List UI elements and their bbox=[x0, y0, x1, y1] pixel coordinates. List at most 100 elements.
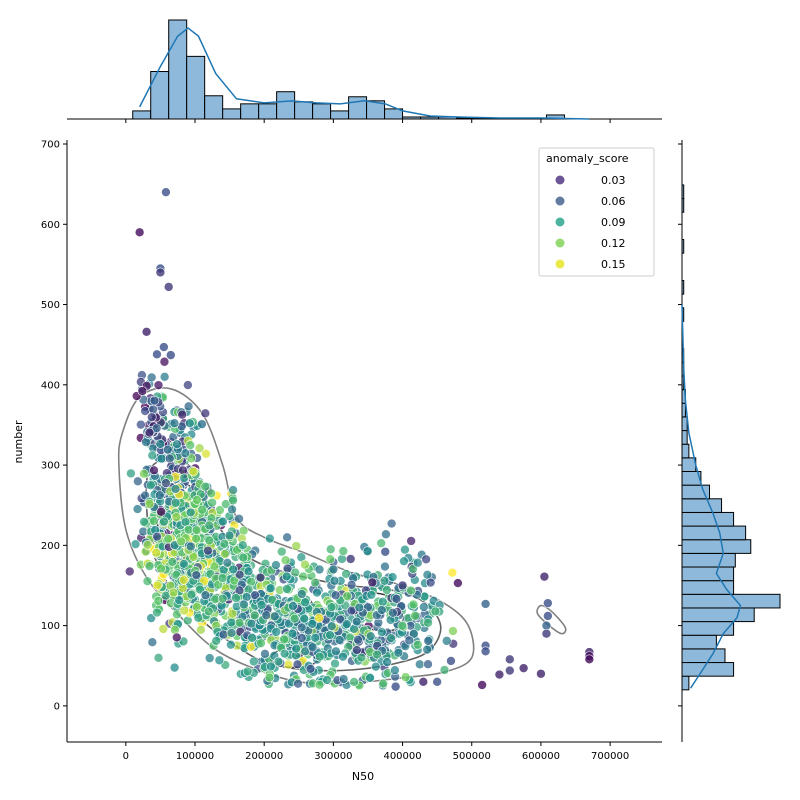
x-tick-label: 600000 bbox=[522, 751, 560, 762]
scatter-point bbox=[246, 618, 257, 629]
scatter-point bbox=[300, 559, 310, 570]
scatter-point bbox=[234, 513, 244, 524]
scatter-point bbox=[159, 372, 170, 382]
scatter-point bbox=[165, 350, 176, 360]
scatter-point bbox=[256, 638, 266, 648]
scatter-point bbox=[200, 408, 211, 419]
scatter-point bbox=[146, 412, 157, 422]
scatter-point bbox=[260, 649, 270, 659]
scatter-point bbox=[179, 605, 189, 616]
scatter-point bbox=[310, 577, 320, 588]
scatter-point bbox=[310, 633, 321, 643]
scatter-point bbox=[193, 612, 204, 623]
scatter-point bbox=[378, 678, 389, 689]
scatter-point bbox=[130, 539, 141, 549]
x-histogram-bar bbox=[312, 103, 332, 120]
x-histogram-bar bbox=[348, 96, 368, 120]
scatter-point bbox=[153, 596, 164, 606]
scatter-point bbox=[152, 349, 162, 360]
x-tick-label: 500000 bbox=[453, 751, 491, 762]
legend-marker bbox=[555, 196, 565, 206]
scatter-point bbox=[164, 453, 175, 464]
scatter-point bbox=[141, 327, 152, 337]
x-histogram-bar bbox=[186, 55, 206, 120]
scatter-point bbox=[504, 665, 515, 676]
scatter-point bbox=[162, 444, 173, 455]
scatter-point bbox=[290, 567, 301, 578]
scatter-point bbox=[380, 561, 390, 572]
scatter-point bbox=[379, 575, 390, 586]
scatter-point bbox=[183, 524, 194, 535]
y-histogram-bar bbox=[681, 457, 697, 473]
scatter-point bbox=[342, 591, 353, 601]
y-tick-label: 700 bbox=[41, 140, 60, 151]
scatter-point bbox=[139, 517, 149, 527]
y-tick-label: 400 bbox=[41, 380, 60, 391]
scatter-point bbox=[425, 577, 436, 588]
scatter-point bbox=[307, 619, 318, 629]
scatter-point bbox=[218, 516, 228, 527]
scatter-point bbox=[331, 646, 341, 657]
scatter-point bbox=[151, 547, 162, 558]
legend-title: anomaly_score bbox=[546, 152, 629, 165]
y-histogram-bar bbox=[681, 184, 685, 200]
scatter-point bbox=[172, 632, 182, 643]
scatter-point bbox=[447, 567, 458, 578]
scatter-point bbox=[132, 504, 143, 514]
scatter-point bbox=[365, 673, 375, 683]
scatter-point bbox=[352, 645, 362, 655]
scatter-point bbox=[494, 669, 505, 680]
scatter-point bbox=[410, 610, 420, 621]
y-tick-label: 500 bbox=[41, 300, 60, 311]
scatter-point bbox=[178, 465, 188, 476]
y-axis-label: number bbox=[12, 420, 25, 463]
scatter-point bbox=[376, 538, 387, 548]
y-histogram-bar bbox=[681, 525, 747, 541]
scatter-point bbox=[185, 507, 196, 518]
scatter-point bbox=[195, 584, 205, 595]
scatter-point bbox=[377, 596, 388, 607]
x-histogram-bar bbox=[384, 108, 404, 120]
scatter-point bbox=[204, 653, 215, 663]
x-tick-label: 200000 bbox=[245, 751, 283, 762]
scatter-point bbox=[338, 674, 349, 684]
scatter-point bbox=[152, 580, 163, 591]
scatter-point bbox=[377, 605, 387, 615]
scatter-point bbox=[146, 613, 156, 623]
scatter-point bbox=[432, 676, 442, 687]
x-histogram-bar bbox=[402, 116, 422, 120]
x-histogram-bar bbox=[204, 95, 224, 120]
scatter-point bbox=[299, 613, 310, 624]
y-histogram-bar bbox=[681, 648, 726, 664]
y-histogram-bar bbox=[681, 662, 735, 677]
scatter-point bbox=[159, 356, 170, 367]
scatter-point bbox=[177, 409, 188, 420]
legend-marker bbox=[555, 238, 565, 248]
scatter-point bbox=[423, 636, 434, 646]
x-tick-label: 0 bbox=[123, 751, 129, 762]
scatter-point bbox=[196, 624, 206, 635]
scatter-point bbox=[234, 617, 245, 628]
scatter-point bbox=[393, 647, 404, 658]
scatter-point bbox=[541, 620, 552, 631]
scatter-point bbox=[271, 560, 281, 570]
scatter-point bbox=[207, 497, 217, 508]
scatter-point bbox=[397, 620, 408, 631]
scatter-point bbox=[167, 557, 178, 567]
scatter-point bbox=[280, 555, 291, 566]
scatter-point bbox=[149, 465, 159, 476]
scatter-point bbox=[214, 655, 225, 666]
y-histogram-bar bbox=[681, 498, 723, 513]
x-axis-label: N50 bbox=[352, 770, 374, 783]
scatter-point bbox=[266, 661, 276, 672]
scatter-point bbox=[584, 654, 595, 665]
scatter-point bbox=[228, 495, 238, 506]
scatter-point bbox=[334, 635, 345, 645]
scatter-point bbox=[172, 439, 182, 450]
legend-marker bbox=[555, 259, 565, 269]
scatter-point bbox=[137, 386, 148, 396]
y-histogram-bar bbox=[681, 607, 755, 623]
scatter-point bbox=[338, 651, 348, 662]
scatter-point bbox=[211, 636, 221, 646]
